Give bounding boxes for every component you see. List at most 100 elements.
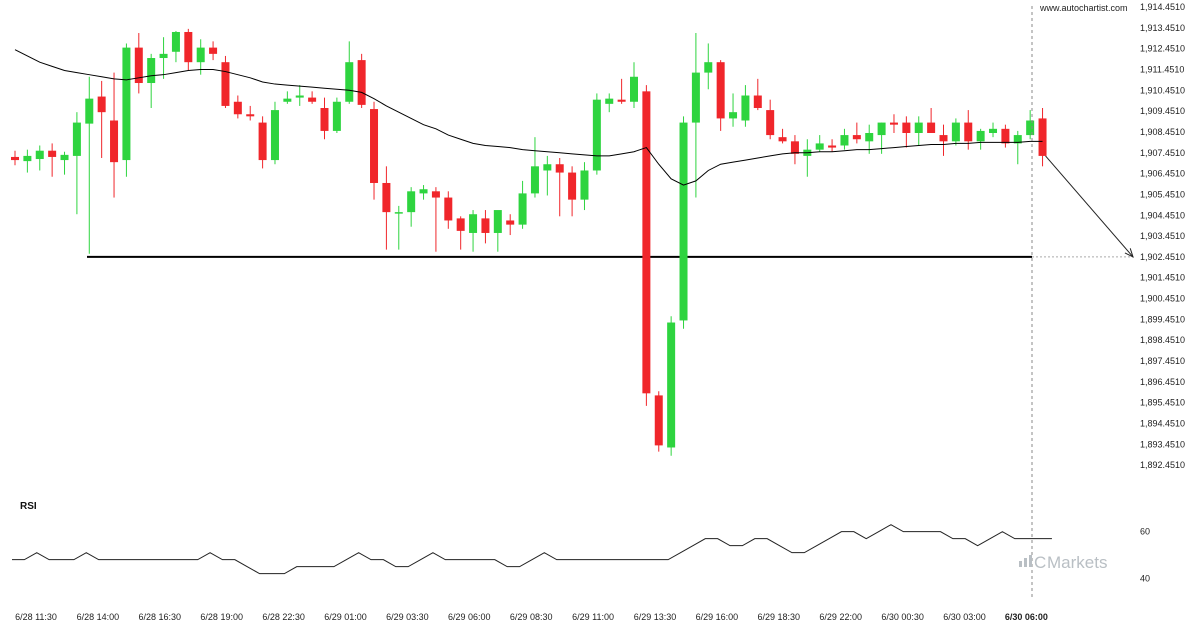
candle-body [642, 91, 651, 394]
candle-up [1026, 110, 1035, 140]
candle-down [778, 128, 787, 144]
candle-body [753, 95, 762, 109]
candle-body [444, 197, 453, 221]
candle-up [35, 145, 44, 171]
candle-body [85, 98, 94, 124]
candle-down [753, 78, 762, 111]
candle-body [790, 141, 799, 154]
candle-down [11, 150, 19, 166]
time-tick-label: 6/29 01:00 [324, 612, 367, 622]
price-tick-label: 1,900.4510 [1140, 294, 1185, 304]
candle-down [209, 41, 218, 61]
price-tick-label: 1,895.4510 [1140, 398, 1185, 408]
candle-body [357, 60, 366, 105]
candle-up [394, 205, 403, 250]
candle-up [407, 187, 416, 227]
candle-body [543, 164, 552, 171]
candle-down [852, 122, 861, 144]
candle-up [60, 151, 69, 175]
candle-body [110, 120, 119, 163]
price-tick-label: 1,914.4510 [1140, 2, 1185, 12]
candle-body [580, 170, 589, 200]
candle-down [790, 135, 799, 165]
candle-down [48, 143, 57, 177]
time-tick-label: 6/29 18:30 [758, 612, 801, 622]
candle-body [407, 191, 416, 213]
candle-body [667, 322, 676, 448]
candle-body [951, 122, 960, 142]
candle-down [258, 116, 267, 169]
candle-down [766, 99, 775, 140]
candle-down [246, 105, 255, 121]
candle-body [147, 58, 156, 84]
candle-body [308, 97, 317, 102]
candle-body [840, 135, 849, 146]
time-tick-label: 6/29 22:00 [819, 612, 862, 622]
price-tick-label: 1,897.4510 [1140, 356, 1185, 366]
price-tick-label: 1,899.4510 [1140, 314, 1185, 324]
price-tick-label: 1,896.4510 [1140, 377, 1185, 387]
candle-up [865, 124, 874, 154]
candle-up [23, 149, 32, 173]
candle-body [989, 128, 998, 133]
candle-down [184, 28, 193, 71]
candle-body [889, 122, 898, 125]
candle-down [642, 85, 651, 406]
candle-down [927, 108, 936, 133]
candle-up [493, 210, 502, 252]
time-tick-label: 6/28 14:00 [77, 612, 120, 622]
candle-up [704, 43, 713, 90]
candle-body [345, 62, 354, 102]
time-tick-label: 6/29 06:00 [448, 612, 491, 622]
candle-body [815, 143, 824, 150]
time-tick-label: 6/29 16:00 [696, 612, 739, 622]
candle-down [382, 166, 391, 250]
candle-down [431, 187, 440, 252]
site-label: www.autochartist.com [1039, 3, 1128, 13]
rsi-panel: 60 40 [12, 524, 1150, 583]
candle-down [506, 214, 515, 236]
candle-up [592, 93, 601, 175]
candle-down [357, 53, 366, 109]
candle-body [97, 96, 106, 113]
price-tick-label: 1,892.4510 [1140, 460, 1185, 470]
candle-body [283, 98, 292, 102]
candle-body [741, 95, 750, 121]
candles-group [11, 28, 1047, 456]
candle-up [530, 137, 539, 198]
price-tick-label: 1,908.4510 [1140, 127, 1185, 137]
candle-body [852, 135, 861, 140]
candle-down [902, 116, 911, 148]
candle-down [221, 55, 230, 109]
candle-body [778, 137, 787, 142]
candle-up [1013, 130, 1022, 165]
candle-up [741, 85, 750, 127]
candle-body [481, 218, 490, 233]
candle-up [147, 53, 156, 109]
candle-body [704, 62, 713, 73]
time-tick-label: 6/30 00:30 [881, 612, 924, 622]
candle-down [444, 191, 453, 229]
candle-down [889, 114, 898, 133]
candle-body [555, 164, 564, 173]
time-axis: 6/28 11:30 6/28 14:00 6/28 16:30 6/28 19:00… [15, 612, 1048, 622]
candle-body [469, 214, 478, 233]
candle-body [209, 47, 218, 54]
candle-down [481, 210, 490, 244]
candle-up [729, 93, 738, 127]
candle-up [419, 185, 428, 200]
watermark-prefix: C [1034, 553, 1046, 572]
candle-body [766, 110, 775, 136]
forecast-group [1045, 155, 1134, 258]
candle-body [1001, 128, 1010, 144]
price-tick-label: 1,906.4510 [1140, 169, 1185, 179]
time-tick-label: 6/29 13:30 [634, 612, 677, 622]
candle-body [394, 212, 403, 214]
candle-up [295, 85, 304, 106]
candle-body [493, 210, 502, 233]
candle-up [815, 135, 824, 152]
candle-body [964, 122, 973, 142]
candle-body [11, 156, 19, 161]
candle-down [233, 95, 242, 119]
